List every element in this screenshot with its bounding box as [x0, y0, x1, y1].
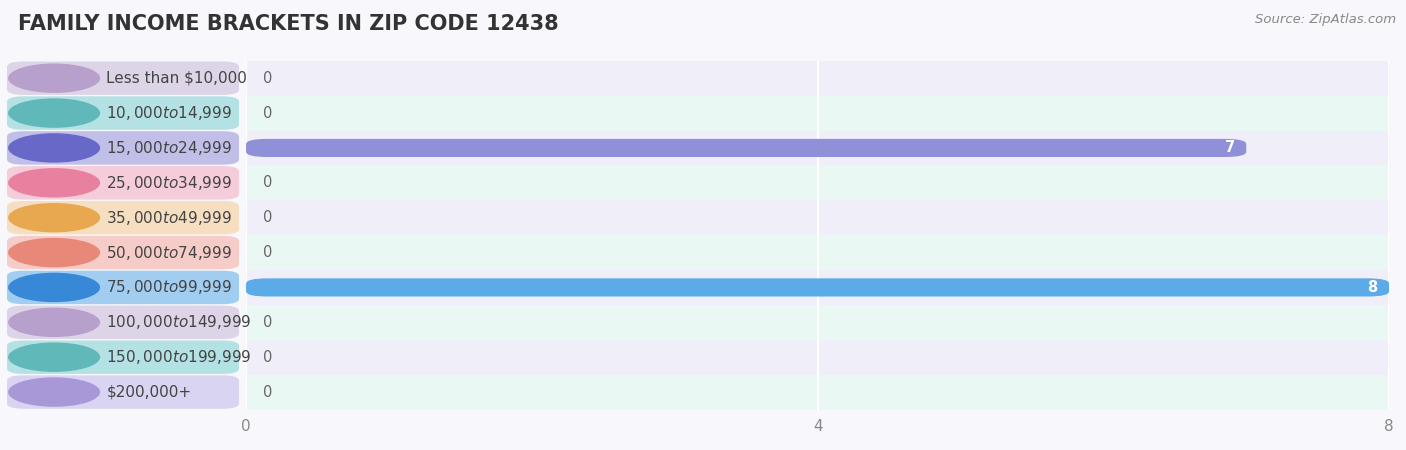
- Text: 0: 0: [263, 71, 273, 86]
- Text: 7: 7: [1225, 140, 1234, 155]
- Bar: [246, 305, 1389, 340]
- Text: 0: 0: [263, 350, 273, 365]
- Text: $75,000 to $99,999: $75,000 to $99,999: [107, 279, 232, 297]
- Text: FAMILY INCOME BRACKETS IN ZIP CODE 12438: FAMILY INCOME BRACKETS IN ZIP CODE 12438: [18, 14, 560, 33]
- Text: $35,000 to $49,999: $35,000 to $49,999: [107, 209, 232, 227]
- Text: $100,000 to $149,999: $100,000 to $149,999: [107, 313, 252, 331]
- Text: $150,000 to $199,999: $150,000 to $199,999: [107, 348, 252, 366]
- Bar: [246, 96, 1389, 130]
- Bar: [246, 235, 1389, 270]
- Bar: [246, 200, 1389, 235]
- Text: 0: 0: [263, 245, 273, 260]
- Text: $200,000+: $200,000+: [107, 385, 191, 400]
- Bar: [246, 166, 1389, 200]
- Text: Source: ZipAtlas.com: Source: ZipAtlas.com: [1256, 14, 1396, 27]
- Text: 0: 0: [263, 106, 273, 121]
- Text: $10,000 to $14,999: $10,000 to $14,999: [107, 104, 232, 122]
- Text: $50,000 to $74,999: $50,000 to $74,999: [107, 243, 232, 261]
- Bar: [246, 130, 1389, 166]
- Text: 0: 0: [263, 176, 273, 190]
- Text: 0: 0: [263, 210, 273, 225]
- Text: $15,000 to $24,999: $15,000 to $24,999: [107, 139, 232, 157]
- Text: 0: 0: [263, 315, 273, 330]
- Bar: [246, 270, 1389, 305]
- Text: $25,000 to $34,999: $25,000 to $34,999: [107, 174, 232, 192]
- Text: 8: 8: [1368, 280, 1378, 295]
- Bar: [246, 340, 1389, 374]
- FancyBboxPatch shape: [246, 279, 1389, 297]
- Text: 0: 0: [263, 385, 273, 400]
- Bar: [246, 61, 1389, 96]
- Text: Less than $10,000: Less than $10,000: [107, 71, 247, 86]
- FancyBboxPatch shape: [246, 139, 1246, 157]
- Bar: [246, 374, 1389, 410]
